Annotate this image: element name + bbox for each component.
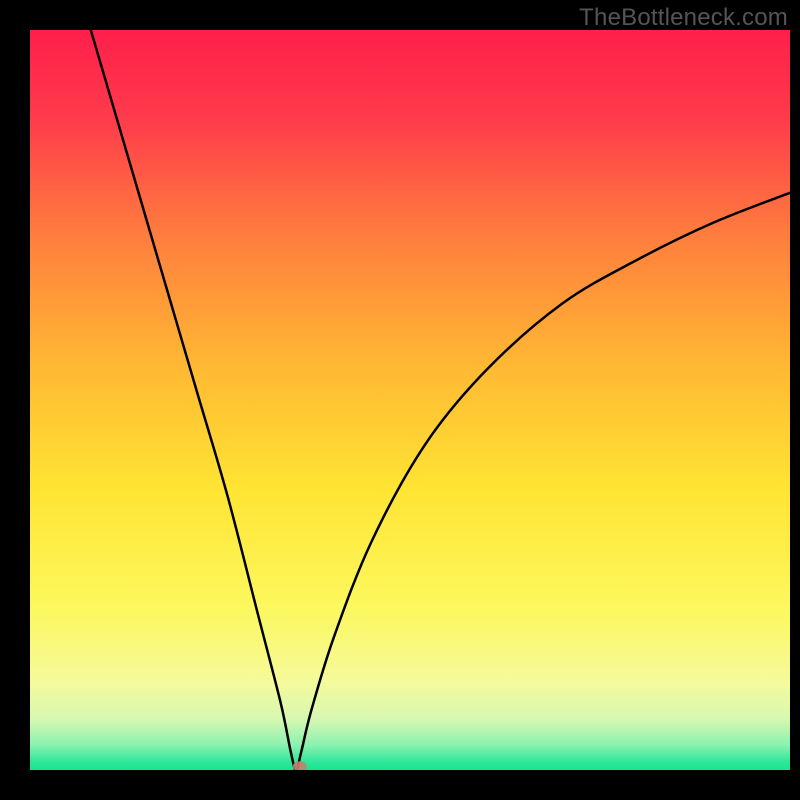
watermark-text: TheBottleneck.com (579, 4, 788, 32)
chart-container: TheBottleneck.com (0, 0, 800, 800)
plot-background (30, 30, 790, 770)
bottleneck-chart (30, 30, 790, 770)
